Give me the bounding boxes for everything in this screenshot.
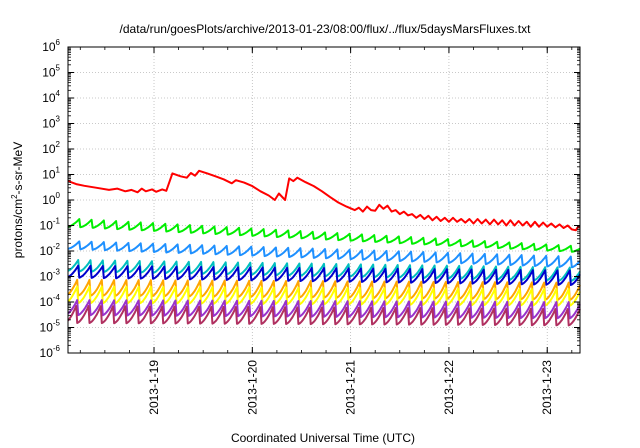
y-tick-label: 10-4 [40,293,61,309]
chart-title: /data/run/goesPlots/archive/2013-01-23/0… [120,22,532,36]
x-tick-label: 2013-1-21 [344,360,358,415]
x-tick-label: 2013-1-23 [540,360,554,415]
x-axis-label: Coordinated Universal Time (UTC) [231,431,415,445]
y-tick-label: 10-1 [40,217,61,233]
series-line-8 [67,299,581,320]
series-line-1 [67,169,581,232]
series-line-2 [67,218,581,253]
y-axis: 10-6 10-5 10-4 10-3 10-2 10-1 100 101 102 103 104 1… [40,38,580,360]
y-tick-label: 10-6 [40,344,61,360]
series-line-3 [67,240,581,269]
y-tick-label: 105 [42,64,60,80]
series-line-9 [67,305,581,327]
y-tick-label: 10-5 [40,319,61,335]
y-tick-label: 103 [42,115,60,131]
y-tick-label: 100 [42,191,60,207]
y-tick-label: 104 [42,89,60,105]
y-tick-label: 10-2 [40,242,61,258]
y-tick-label: 101 [42,166,60,182]
x-tick-label: 2013-1-22 [442,360,456,415]
x-tick-label: 2013-1-19 [147,360,161,415]
y-axis-label: protons/cm2-s-sr-MeV [10,142,25,258]
y-tick-label: 106 [42,38,60,54]
y-tick-label: 102 [42,140,60,156]
data-series [67,169,581,327]
series-line-5 [67,264,581,286]
y-tick-label: 10-3 [40,268,61,284]
x-axis: 2013-1-19 2013-1-20 2013-1-21 2013-1-22 2013… [79,47,573,415]
x-tick-label: 2013-1-20 [245,360,259,415]
